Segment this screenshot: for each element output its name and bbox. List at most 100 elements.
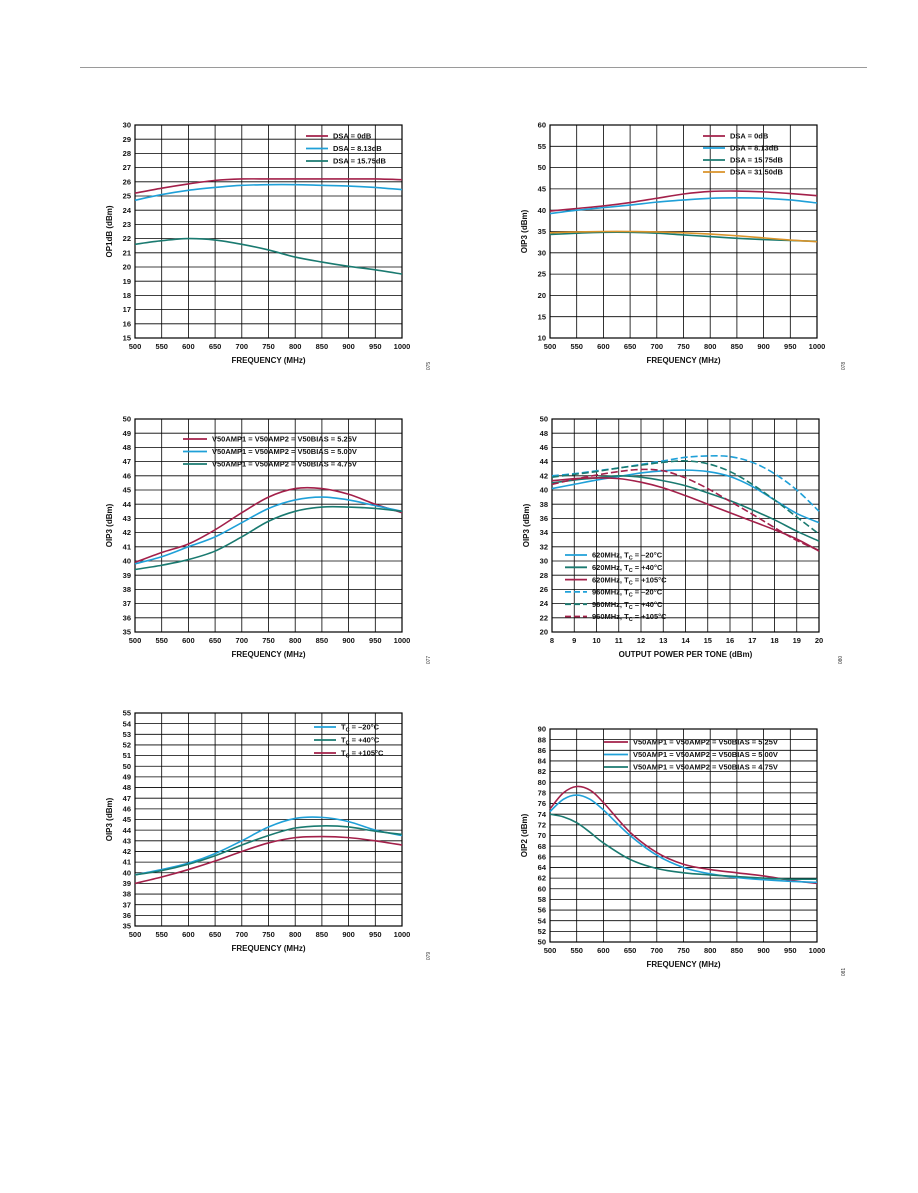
- x-tick-label: 950: [369, 342, 382, 351]
- x-tick-label: 1000: [394, 930, 411, 939]
- x-tick-label: 650: [209, 342, 222, 351]
- chart-6: 500 550 600 650 700 750 800 850 900 950 1000 50 52 54…: [520, 725, 847, 977]
- series-line-1: [134, 178, 403, 194]
- legend-label: 960MHz, TC = +105°C: [592, 612, 667, 623]
- x-tick-label: 550: [155, 636, 168, 645]
- series-line-2: [134, 496, 403, 565]
- legend-label: 620MHz, TC = –20°C: [592, 551, 663, 562]
- series-line-3: [549, 813, 818, 881]
- legend-label: DSA = 0dB: [730, 132, 769, 141]
- x-tick-label: 550: [155, 342, 168, 351]
- x-tick-label: 700: [651, 342, 664, 351]
- chart-5: 500 550 600 650 700 750 800 850 900 950 1000 35 36 37…: [105, 709, 432, 961]
- y-tick-label: 45: [123, 815, 131, 824]
- series-line-1: [134, 486, 403, 564]
- x-tick-label: 800: [704, 342, 717, 351]
- x-tick-label: 700: [236, 342, 249, 351]
- x-axis-label: FREQUENCY (MHz): [231, 944, 305, 953]
- y-tick-label: 48: [540, 429, 548, 438]
- x-axis-label: FREQUENCY (MHz): [646, 356, 720, 365]
- x-tick-label: 500: [544, 946, 557, 955]
- y-tick-label: 28: [540, 571, 548, 580]
- y-axis-label: OIP2 (dBm): [520, 813, 529, 857]
- legend-label: DSA = 15.75dB: [333, 157, 386, 166]
- x-tick-label: 500: [129, 342, 142, 351]
- x-tick-label: 900: [757, 342, 770, 351]
- x-tick-label: 950: [784, 342, 797, 351]
- y-tick-label: 45: [123, 486, 131, 495]
- x-tick-label: 700: [236, 930, 249, 939]
- x-tick-label: 500: [129, 930, 142, 939]
- y-tick-label: 42: [540, 471, 548, 480]
- legend-label: 620MHz, TC = +105°C: [592, 575, 667, 586]
- series-line-1: [134, 816, 403, 876]
- y-tick-label: 19: [123, 277, 131, 286]
- y-tick-label: 42: [123, 847, 131, 856]
- y-tick-label: 40: [123, 868, 131, 877]
- x-tick-label: 650: [209, 930, 222, 939]
- y-tick-label: 54: [123, 719, 132, 728]
- y-tick-label: 62: [538, 874, 546, 883]
- y-tick-label: 44: [540, 457, 549, 466]
- x-tick-label: 850: [731, 946, 744, 955]
- y-tick-label: 38: [123, 585, 131, 594]
- x-tick-label: 13: [659, 636, 667, 645]
- y-tick-label: 22: [540, 613, 548, 622]
- series-line-3: [551, 477, 820, 552]
- series-line-3: [134, 505, 403, 571]
- y-tick-label: 47: [123, 794, 131, 803]
- y-tick-label: 38: [540, 500, 548, 509]
- y-tick-label: 18: [123, 291, 131, 300]
- y-tick-label: 20: [123, 263, 131, 272]
- x-tick-label: 14: [681, 636, 690, 645]
- y-tick-label: 37: [123, 900, 131, 909]
- figure-id: 077: [426, 656, 432, 665]
- x-tick-label: 750: [677, 342, 690, 351]
- y-tick-label: 26: [540, 585, 548, 594]
- plot-frame: [549, 124, 818, 339]
- legend-label: V50AMP1 = V50AMP2 = V50BIAS = 5.25V: [633, 738, 778, 747]
- y-tick-label: 50: [123, 762, 131, 771]
- legend-label: TC = +105°C: [341, 749, 384, 760]
- x-tick-label: 750: [677, 946, 690, 955]
- x-tick-label: 900: [342, 342, 355, 351]
- x-tick-label: 750: [262, 342, 275, 351]
- legend: V50AMP1 = V50AMP2 = V50BIAS = 5.25V V50AM…: [183, 435, 357, 469]
- figure-id: 080: [838, 656, 844, 665]
- x-tick-label: 950: [369, 636, 382, 645]
- y-tick-label: 28: [123, 149, 131, 158]
- y-tick-label: 88: [538, 735, 546, 744]
- y-tick-label: 35: [123, 628, 131, 637]
- y-tick-label: 32: [540, 542, 548, 551]
- series-line-1: [549, 190, 818, 212]
- legend-label: V50AMP1 = V50AMP2 = V50BIAS = 5.00V: [212, 447, 357, 456]
- y-tick-label: 38: [123, 890, 131, 899]
- y-tick-label: 46: [123, 471, 131, 480]
- y-tick-label: 23: [123, 220, 131, 229]
- y-axis-label: OIP3 (dBm): [105, 797, 114, 841]
- x-tick-label: 900: [342, 636, 355, 645]
- x-tick-label: 8: [550, 636, 554, 645]
- y-tick-label: 47: [123, 457, 131, 466]
- series-line-5: [551, 460, 820, 535]
- chart-3: 500 550 600 650 700 750 800 850 900 950 1000 35 36 37…: [105, 415, 432, 665]
- x-tick-label: 850: [316, 342, 329, 351]
- y-tick-label: 29: [123, 135, 131, 144]
- x-tick-label: 600: [182, 930, 195, 939]
- x-axis-label: OUTPUT POWER PER TONE (dBm): [619, 650, 753, 659]
- x-tick-label: 700: [236, 636, 249, 645]
- y-tick-label: 74: [538, 810, 547, 819]
- y-tick-label: 58: [538, 895, 546, 904]
- x-tick-label: 1000: [394, 342, 411, 351]
- y-tick-label: 49: [123, 429, 131, 438]
- x-tick-label: 900: [757, 946, 770, 955]
- chart-4: 8 9 10 11 12 13 14 15 16 17 18 19 20 20 22 24 26 28 30 32 34…: [522, 415, 844, 665]
- y-tick-label: 82: [538, 767, 546, 776]
- x-tick-label: 650: [209, 636, 222, 645]
- legend-label: DSA = 0dB: [333, 132, 372, 141]
- y-tick-label: 53: [123, 730, 131, 739]
- y-tick-label: 24: [123, 206, 132, 215]
- y-axis-label: OIP3 (dBm): [522, 503, 531, 547]
- y-tick-label: 20: [538, 291, 546, 300]
